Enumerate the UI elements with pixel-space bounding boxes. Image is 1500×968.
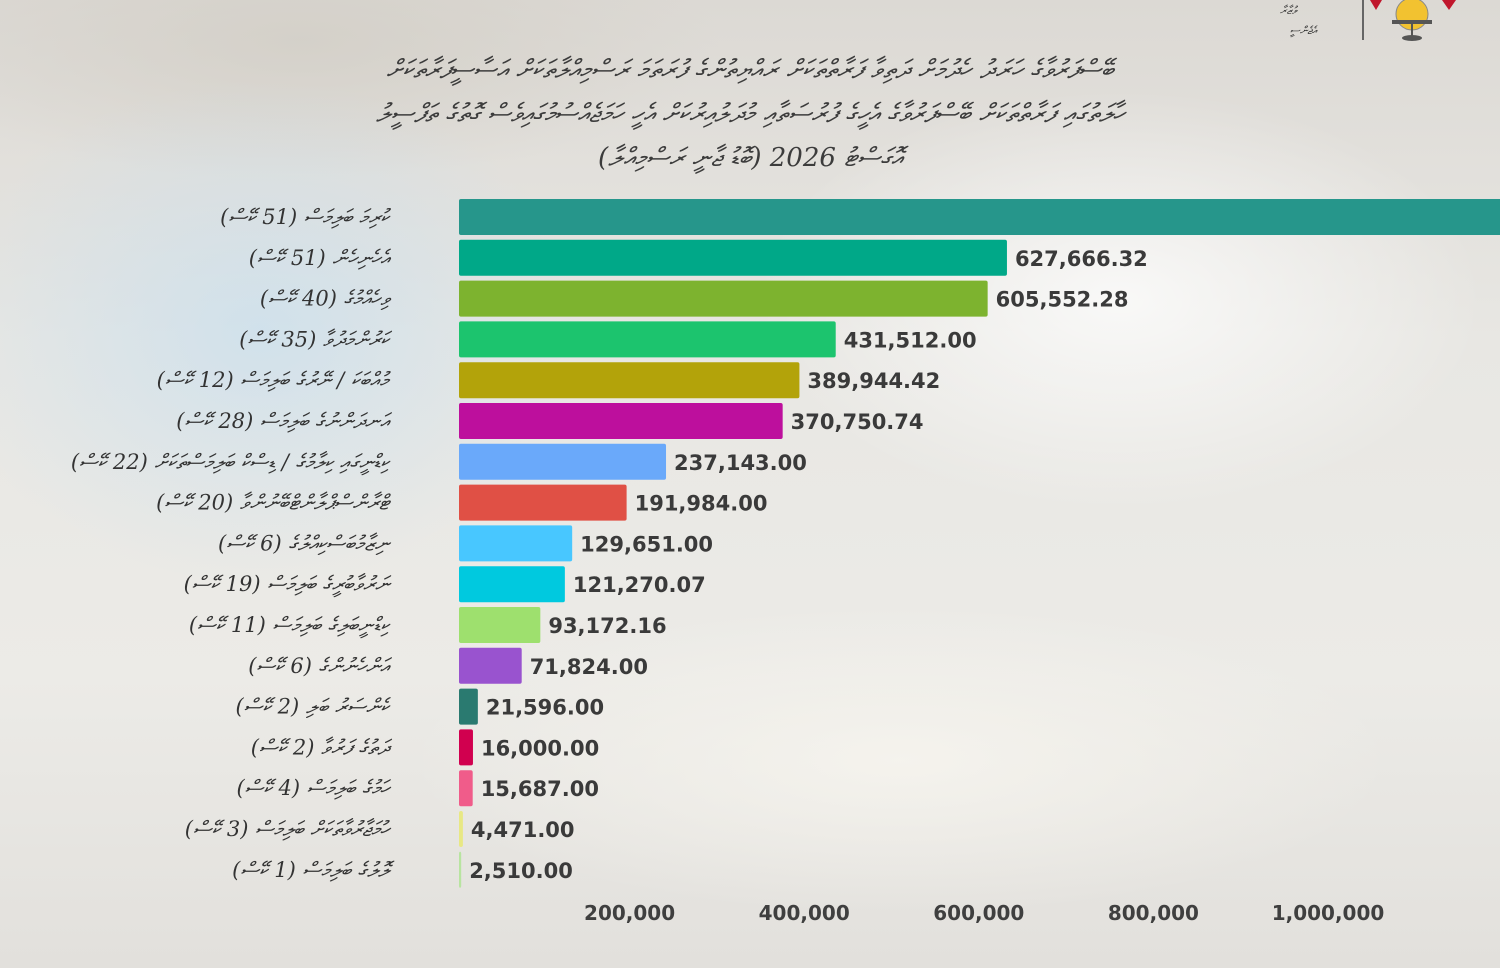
category-label-15: ހަމުގެ ބަލިމަސް (4 ކޭސް) — [236, 776, 391, 800]
bar-16 — [459, 811, 463, 847]
category-label-14: ދަތުގެ ފަރުވާ (2 ކޭސް) — [251, 735, 393, 759]
ministry-logo: ވުޒާރާ އެޖެންސީ — [1280, 0, 1456, 41]
category-label-6: އަނދަންނުގެ ބަލިމަސް (28 ކޭސް) — [176, 409, 392, 433]
bar-11 — [459, 607, 541, 643]
category-label-12: އަންހެނުންގެ (6 ކޭސް) — [248, 654, 392, 678]
bar-1 — [459, 199, 1500, 235]
value-label-6: 370,750.74 — [791, 410, 924, 434]
bar-7 — [459, 443, 667, 480]
bar-6 — [459, 403, 783, 439]
value-label-9: 129,651.00 — [580, 532, 713, 556]
category-label-2: އެހެނިހެން (51 ކޭސް) — [249, 246, 392, 270]
x-tick-label-4: 800,000 — [1108, 901, 1199, 925]
bar-8 — [459, 484, 627, 521]
bar-13 — [459, 688, 478, 725]
x-tick-label-1: 200,000 — [584, 901, 675, 925]
bar-3 — [459, 280, 988, 317]
value-label-16: 4,471.00 — [471, 818, 575, 842]
bar-15 — [459, 770, 473, 807]
value-label-10: 121,270.07 — [573, 573, 706, 597]
category-label-3: ވިހެއްމުގެ (40 ކޭސް) — [260, 287, 393, 311]
title-line-2: ހާލަތުގައި ފަރާތްތަކަށް ބޭސްފަރުވާގެ އެހ… — [375, 99, 1125, 129]
title-line-3: އޮގަސްޓު 2026 (ބޮޑު ޖާނީ ރަސްމިއްލާ) — [598, 143, 902, 173]
bar-4 — [459, 321, 836, 358]
value-label-7: 237,143.00 — [674, 451, 807, 475]
x-tick-label-3: 600,000 — [933, 901, 1024, 925]
value-label-4: 431,512.00 — [844, 328, 977, 352]
value-label-12: 71,824.00 — [530, 655, 648, 679]
category-label-4: ކަރުންމަދުވާ (35 ކޭސް) — [239, 327, 393, 351]
category-label-11: ކިޑްނީބަލިގެ ބަލިމަސް (11 ކޭސް) — [189, 613, 391, 639]
category-label-5: މުއްބަކަ / ނޭރުގެ ބަލިމަސް (12 ކޭސް) — [157, 368, 392, 392]
value-label-15: 15,687.00 — [481, 777, 599, 801]
value-label-13: 21,596.00 — [486, 696, 604, 720]
value-label-8: 191,984.00 — [635, 492, 768, 516]
svg-text:ވުޒާރާ: ވުޒާރާ — [1280, 4, 1299, 17]
bar-2 — [459, 239, 1007, 276]
value-label-11: 93,172.16 — [548, 614, 666, 638]
bar-9 — [459, 525, 573, 562]
bar-17 — [459, 851, 462, 888]
bar-12 — [459, 647, 522, 684]
category-label-1: ކުރިމަ ބަލިމަސް (51 ކޭސް) — [220, 205, 392, 229]
bar-10 — [459, 566, 565, 603]
value-label-14: 16,000.00 — [481, 736, 599, 760]
category-label-17: ލޮލުގެ ބަލިމަސް (1 ކޭސް) — [232, 858, 395, 882]
value-label-2: 627,666.32 — [1015, 247, 1148, 271]
chart-title: ބޭސްފަރުވާގެ ހަރަދު ހެދުމަށް ދަތިވާ ފަރާ… — [260, 48, 1240, 180]
category-label-13: ކެންސަރު ބަލި (2 ކޭސް) — [236, 695, 392, 719]
category-label-9: ނިޒާމުބަސްކިއްލުގެ (6 ކޭސް) — [218, 531, 392, 555]
category-label-10: ނަރުވާބުރީގެ ބަލިމަސް (19 ކޭސް) — [184, 572, 392, 598]
title-line-1: ބޭސްފަރުވާގެ ހަރަދު ހެދުމަށް ދަތިވާ ފަރާ… — [386, 55, 1114, 85]
x-tick-label-5: 1,000,000 — [1272, 901, 1385, 925]
category-label-16: ހުމަޖާރުވާތަކަށް ބަލިމަސް (3 ކޭސް) — [185, 817, 392, 841]
category-label-7: ކިޑްނީގައި ކިލާމުގެ / ޑިސްކް ބަލިމަސްތަކ… — [71, 450, 391, 476]
x-tick-label-2: 400,000 — [759, 901, 850, 925]
svg-text:އެޖެންސީ: އެޖެންސީ — [1289, 24, 1318, 38]
value-label-17: 2,510.00 — [469, 859, 573, 883]
bar-14 — [459, 729, 473, 766]
bar-5 — [459, 362, 800, 399]
value-label-5: 389,944.42 — [807, 369, 940, 393]
value-label-3: 605,552.28 — [996, 288, 1129, 312]
category-label-8: ޓްރާންސްޕްލާންޓްބޭނުންވާ (20 ކޭސް) — [156, 491, 392, 515]
